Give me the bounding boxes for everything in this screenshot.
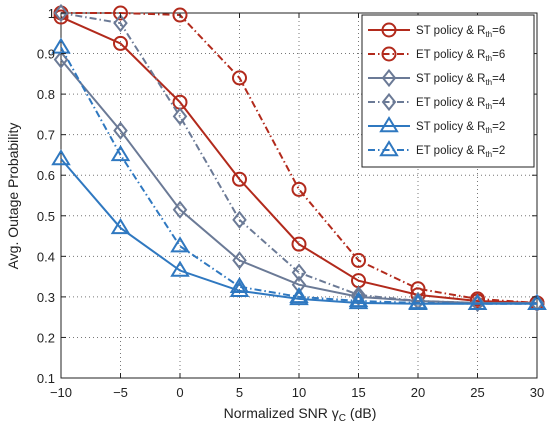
legend: ST policy & Rth=6 ET policy & Rth=6 ST pol… [361,14,535,168]
y-tick-label: 1 [48,6,55,21]
legend-label: ST policy & Rth=6 [416,25,505,39]
legend-item-5: ST policy & Rth=2 [368,116,505,135]
x-tick-label: 10 [292,385,306,400]
legend-marker [381,68,397,88]
data-point [110,145,131,162]
data-point [113,5,128,21]
x-tick-label: 25 [470,385,484,400]
series-line [61,12,538,304]
data-point [470,291,485,307]
legend-marker [381,46,397,62]
data-point [232,171,247,187]
series-line [60,46,537,305]
data-point [289,286,309,304]
data-point [172,107,188,126]
legend-item-2: ET policy & Rth=6 [368,46,505,63]
data-point [351,252,366,268]
data-point [527,293,547,310]
data-point [53,9,69,25]
x-tick-label: −5 [113,385,128,400]
y-tick-label: 0.7 [37,128,55,143]
legend-marker [379,116,399,133]
series-6 [51,37,547,310]
legend-item-4: ET policy & Rth=4 [368,92,506,112]
data-point [348,293,369,310]
data-point [170,260,190,277]
legend-box [361,14,535,168]
data-point [53,3,69,23]
y-tick-label: 0.8 [37,87,55,102]
legend-label: ET policy & Rth=4 [416,97,506,111]
y-tick-label: 0.9 [37,47,55,62]
data-point [348,291,369,308]
y-tick-label: 0.5 [37,209,55,224]
data-point [172,7,188,23]
series-group [51,3,547,313]
y-tick-label: 0.4 [37,249,55,264]
data-point [232,251,247,270]
data-point [113,14,128,33]
legend-label: ET policy & Rth=6 [416,49,505,63]
data-point [232,70,247,86]
x-tick-label: 5 [236,385,243,400]
x-tick-label: 30 [530,385,544,400]
legend-label: ST policy & Rth=2 [416,121,505,135]
data-point [229,280,250,298]
tick-labels: −10 −5 0 5 10 15 20 25 30 0.1 0.2 0.3 0.4 0.5 0.6 0.7 0.… [37,6,544,400]
legend-marker [379,140,399,157]
x-tick-label: 0 [176,385,183,400]
y-tick-label: 0.2 [37,330,55,345]
legend-label: ST policy & Rth=4 [416,73,506,87]
x-tick-label: 15 [351,385,365,400]
data-point [51,37,71,54]
data-point [467,293,488,310]
data-point [113,121,128,140]
series-line [60,158,537,305]
data-point [53,50,69,69]
data-point [170,236,190,253]
legend-marker [381,92,397,112]
data-point [229,276,250,293]
legend-item-6: ET policy & Rth=2 [368,140,505,159]
data-point [113,35,128,51]
data-point [291,236,307,252]
data-point [408,293,428,310]
y-axis-label: Avg. Outage Probability [5,123,21,270]
legend-item-3: ST policy & Rth=4 [368,68,506,88]
x-tick-label: −10 [50,385,72,400]
x-axis-label: Normalized SNR γC (dB) [224,405,377,424]
data-point [51,149,71,166]
data-point [232,210,247,229]
data-point [291,263,307,282]
series-line [60,12,537,304]
y-tick-label: 0.3 [37,290,55,305]
legend-label: ET policy & Rth=2 [416,145,505,159]
x-tick-label: 20 [411,385,425,400]
legend-item-1: ST policy & Rth=6 [368,22,505,39]
y-tick-label: 0.6 [37,168,55,183]
series-4 [53,3,545,313]
data-point [291,181,307,197]
series-line [60,16,538,304]
data-point [110,218,131,235]
y-tick-label: 0.1 [37,371,55,386]
data-point [172,200,188,219]
legend-marker [381,22,397,38]
